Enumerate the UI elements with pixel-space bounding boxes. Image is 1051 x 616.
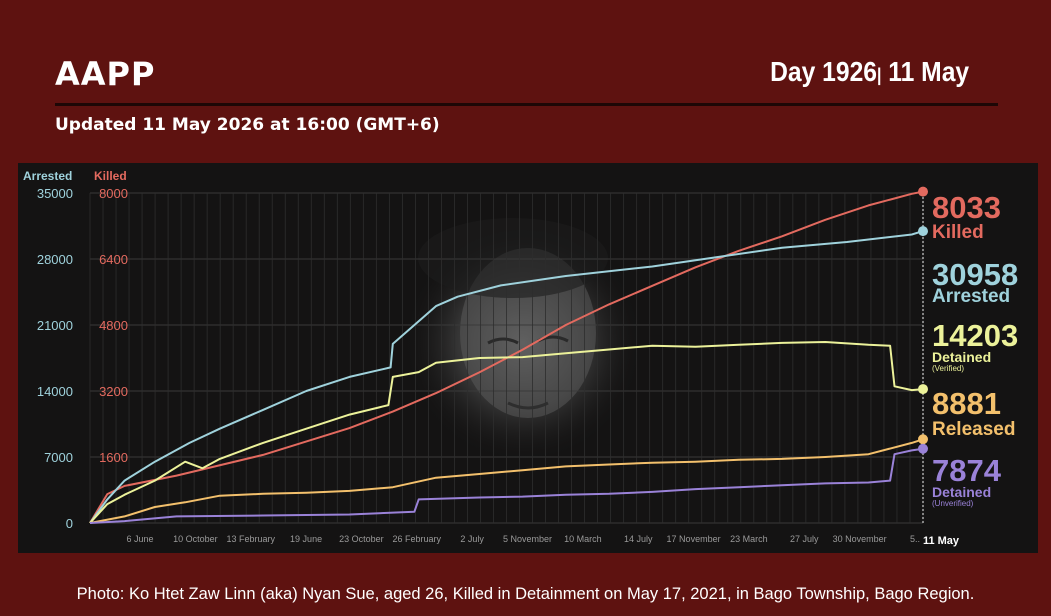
- x-tick-label: 26 February: [393, 534, 442, 544]
- chart-series: [89, 186, 928, 524]
- x-tick-label: 17 November: [667, 534, 721, 544]
- unverified-end-point: [918, 443, 928, 454]
- detained-series-line: [89, 341, 924, 524]
- left-tick-label: 7000: [44, 450, 73, 465]
- day-number: Day 1926: [770, 56, 877, 87]
- unverified-sub-label: (Unverified): [932, 499, 974, 508]
- released-value-label: 8881: [932, 386, 1001, 421]
- x-tick-label: 10 October: [173, 534, 218, 544]
- right-axis-title: Killed: [94, 169, 127, 183]
- x-tick-label: 5 November: [503, 534, 552, 544]
- left-tick-label: 14000: [37, 384, 73, 399]
- released-series-line: [89, 438, 924, 524]
- arrested-name-label: Arrested: [932, 286, 1010, 307]
- header-divider: [55, 103, 998, 106]
- x-tick-label: 2 July: [460, 534, 484, 544]
- portrait-photo-overlay: [403, 218, 643, 463]
- right-tick-label: 4800: [99, 318, 128, 333]
- killed-value-label: 8033: [932, 190, 1001, 225]
- x-axis-labels: 6 June 10 October 13 February 19 June 23 Oct…: [126, 534, 959, 547]
- chart-panel: Arrested Killed 0 7000 14000 21000 28000 35000 1…: [18, 163, 1038, 553]
- updated-timestamp: Updated 11 May 2026 at 16:00 (GMT+6): [55, 115, 440, 135]
- x-tick-label: 5..: [910, 534, 920, 544]
- left-tick-label: 28000: [37, 252, 73, 267]
- x-tick-label: 23 March: [730, 534, 768, 544]
- right-tick-label: 1600: [99, 450, 128, 465]
- killed-name-label: Killed: [932, 222, 984, 243]
- x-end-label: 11 May: [923, 535, 960, 547]
- right-tick-label: 3200: [99, 384, 128, 399]
- arrested-value-label: 30958: [932, 257, 1018, 292]
- detained-sub-label: (Verified): [932, 364, 964, 373]
- detained-value-label: 14203: [932, 318, 1018, 353]
- left-tick-label: 0: [66, 516, 73, 531]
- x-tick-label: 6 June: [126, 534, 153, 544]
- day-counter: Day 1926| 11 May: [770, 56, 969, 88]
- x-tick-label: 30 November: [833, 534, 887, 544]
- day-date: 11 May: [888, 56, 969, 87]
- arrested-end-point: [918, 226, 928, 237]
- right-tick-label: 8000: [99, 186, 128, 201]
- killed-end-point: [918, 186, 928, 197]
- photo-caption: Photo: Ko Htet Zaw Linn (aka) Nyan Sue, …: [76, 585, 975, 603]
- left-tick-label: 35000: [37, 186, 73, 201]
- x-tick-label: 27 July: [790, 534, 819, 544]
- detained-name-label: Detained: [932, 349, 991, 365]
- released-end-point: [918, 434, 928, 445]
- right-tick-label: 6400: [99, 252, 128, 267]
- left-tick-label: 21000: [37, 318, 73, 333]
- org-title: AAPP: [55, 55, 156, 93]
- detained-end-point: [918, 384, 928, 395]
- chart-grid: [89, 192, 924, 524]
- unverified-series-line: [89, 447, 924, 524]
- cumulative-line-chart: Arrested Killed 0 7000 14000 21000 28000 35000 1…: [23, 169, 1018, 547]
- x-tick-label: 14 July: [624, 534, 653, 544]
- left-axis-title: Arrested: [23, 169, 72, 183]
- x-tick-label: 10 March: [564, 534, 602, 544]
- unverified-value-label: 7874: [932, 453, 1002, 488]
- killed-series-line: [89, 190, 924, 524]
- arrested-series-line: [89, 230, 924, 524]
- x-tick-label: 13 February: [226, 534, 275, 544]
- y-axis-labels: Arrested Killed 0 7000 14000 21000 28000 35000 1…: [23, 169, 128, 531]
- day-separator: |: [876, 65, 882, 85]
- unverified-name-label: Detained: [932, 484, 991, 500]
- x-tick-label: 23 October: [339, 534, 384, 544]
- x-tick-label: 19 June: [290, 534, 322, 544]
- end-value-labels: 8033Killed30958Arrested14203Detained(Ver…: [932, 190, 1018, 508]
- released-name-label: Released: [932, 419, 1015, 440]
